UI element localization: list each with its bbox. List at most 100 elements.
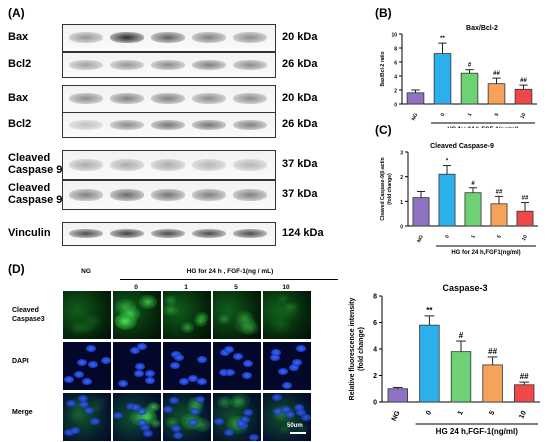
microscopy-column-label: NG [81,268,91,275]
y-tick-label: 0 [373,400,377,407]
nucleus [70,427,81,435]
bar [460,72,479,105]
bar [412,197,430,227]
blot-band [233,59,267,70]
cell-signal [88,394,109,412]
bar [419,324,440,403]
x-tick-label: 1 [470,234,477,239]
nucleus [125,403,136,411]
panel-label-d: (D) [8,262,25,276]
nucleus [143,430,154,438]
microscopy-column-label: 1 [184,284,188,291]
blot-band [151,119,185,130]
y-tick-label: 6 [394,61,397,67]
blot-band [151,158,185,171]
nucleus [239,415,250,423]
blot-kda-label: 20 kDa [282,31,318,43]
x-axis-label: HG for 24 h,FGF-1(ng/ml) [447,127,518,128]
nucleus [187,374,198,382]
chart-title: Caspase-3 [442,283,487,293]
blot-band [110,158,144,171]
x-tick-label: NG [391,409,402,422]
blot-band [110,119,144,130]
nucleus [288,363,299,371]
nucleus [295,409,306,417]
blot-band [151,229,185,239]
significance-marker: ## [493,71,500,77]
cell-signal [235,317,256,334]
nucleus [86,344,97,352]
nucleus [136,407,147,415]
cell-signal [163,295,177,306]
microscopy-column-label: 10 [282,284,290,291]
x-tick-label: 10 [521,234,529,242]
blot-strip [62,180,276,210]
y-tick-label: 3 [400,151,403,157]
microscopy-image [62,341,112,391]
microscopy-image [162,290,212,340]
nucleus [281,406,292,414]
blot-band [233,32,267,44]
blot-row-label: Bcl2 [8,58,32,70]
cell-signal [276,294,290,305]
blot-row-label: Bax [8,92,29,104]
y-tick-label: 2 [394,89,397,95]
microscopy-image [262,392,312,442]
y-axis-label: (fold change) [358,327,365,371]
bar [438,173,456,227]
nucleus [224,429,235,437]
cell-signal [194,316,208,327]
nucleus [77,358,88,366]
bar [514,88,533,105]
y-tick-label: 4 [394,75,397,81]
group-header-line [120,279,338,280]
blot-band [151,59,185,70]
blot-band [192,59,226,70]
x-tick-label: NG [411,112,420,121]
nucleus [187,418,198,426]
significance-marker: # [459,331,464,340]
y-tick-label: 2 [400,175,403,181]
scale-bar [290,432,306,434]
scale-bar-label: 50um [287,423,303,429]
significance-marker: ## [496,189,503,195]
blot-strip [62,112,276,138]
blot-strip [62,222,276,246]
panel-label-a: (A) [8,6,25,20]
blot-band [192,119,226,130]
x-tick-label: 1 [467,112,474,117]
blot-band [110,93,144,105]
cell-signal [115,313,135,330]
blot-kda-label: 37 kDa [282,188,318,200]
blot-band [151,188,185,201]
cell-signal [230,393,250,409]
bar [516,210,534,227]
significance-marker: ## [520,372,529,381]
microscopy-column-label: 5 [234,284,238,291]
y-axis-label: Relative fluorescence intensity [349,298,356,401]
bar [387,388,408,403]
nucleus [225,368,236,376]
nucleus [285,411,296,419]
nucleus [78,394,89,402]
nucleus [271,348,282,356]
blot-kda-label: 26 kDa [282,58,318,70]
nucleus [281,382,292,390]
x-axis-label: HG for 24 h,FGF1(ng/ml) [451,250,520,256]
microscopy-row-label: Cleaved Caspase3 [12,307,45,323]
bar [514,384,535,403]
cell-signal [163,303,179,316]
microscopy-image [162,341,212,391]
blot-band [110,229,144,239]
y-axis-label: Cleaved Caspase-9/β-actin [380,157,386,220]
cell-signal [84,314,99,326]
x-tick-label: 0 [440,112,447,117]
nucleus [163,405,174,413]
x-tick-label: 1 [457,410,465,417]
blot-band [233,188,267,201]
blot-row-label: Bcl2 [8,118,32,130]
cell-signal [217,396,232,408]
blot-band [69,59,103,70]
cell-signal [230,396,246,409]
chart-bax-bcl2: Bax/Bcl-2 0 2 4 6 8 10 Bax/Bcl-2 ratio NG ** 0 #1 ##… [380,25,537,128]
